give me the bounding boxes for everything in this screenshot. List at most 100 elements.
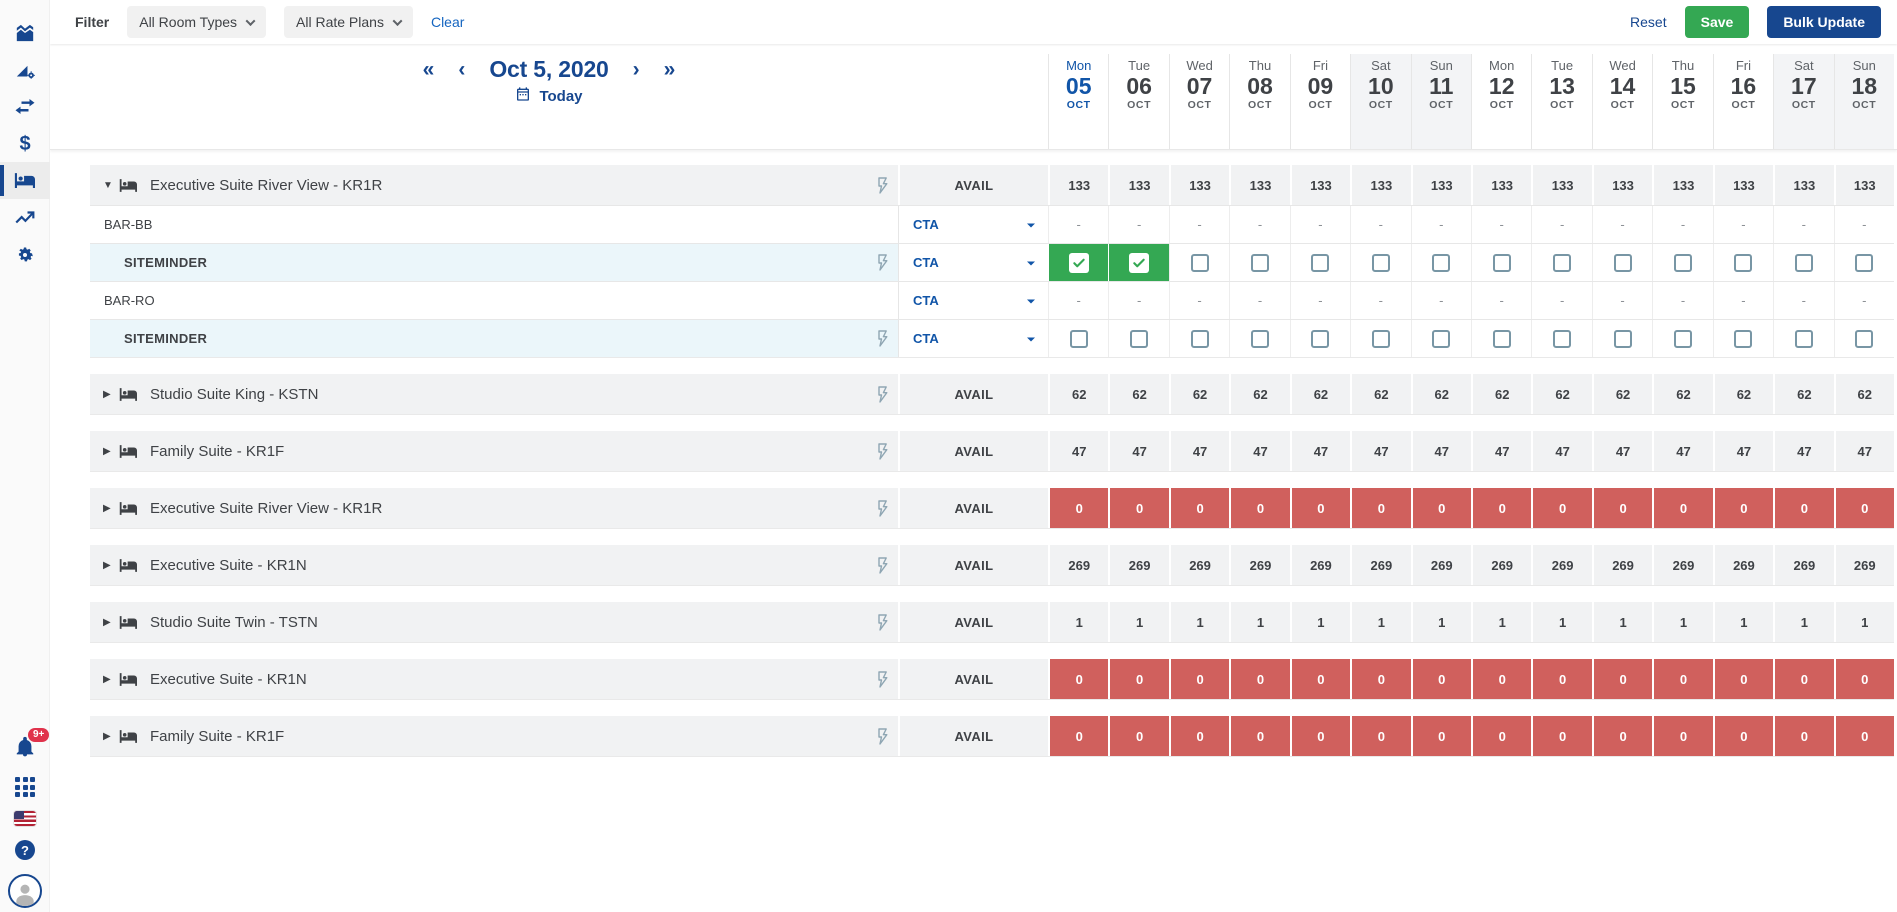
expand-caret-icon[interactable]: ▶ [103, 616, 111, 628]
help-icon[interactable]: ? [15, 840, 35, 860]
availability-checkbox[interactable] [1855, 253, 1874, 272]
availability-checkbox[interactable] [1794, 253, 1813, 272]
rooms-inventory-icon[interactable] [0, 162, 50, 199]
availability-checkbox[interactable] [1371, 253, 1390, 272]
availability-cell [1108, 320, 1168, 357]
avail-value-cell: 269 [1773, 545, 1833, 585]
availability-checkbox[interactable] [1855, 329, 1874, 348]
availability-checkbox[interactable] [1129, 252, 1150, 273]
today-button[interactable]: Today [515, 86, 583, 107]
room-row[interactable]: ▶ Executive Suite - KR1N AVAIL 269 269 269 269… [90, 545, 1894, 585]
avail-value-cell: 0 [1833, 659, 1894, 699]
lightning-icon[interactable] [876, 670, 889, 688]
save-button[interactable]: Save [1684, 6, 1750, 38]
day-number: 08 [1247, 73, 1273, 99]
availability-checkbox[interactable] [1613, 253, 1632, 272]
expand-caret-icon[interactable]: ▶ [103, 502, 111, 514]
availability-checkbox[interactable] [1371, 329, 1390, 348]
room-row[interactable]: ▶ Family Suite - KR1F AVAIL 0 0 0 0 0 0 0 0 0 0 0 0 0 0 [90, 716, 1894, 756]
room-row[interactable]: ▶ Executive Suite - KR1N AVAIL 0 0 0 0 0 0 0 0 0 0 0 0… [90, 659, 1894, 699]
room-row[interactable]: ▶ Executive Suite River View - KR1R AVAIL 0… [90, 488, 1894, 528]
availability-checkbox[interactable] [1068, 252, 1089, 273]
settings-gear-icon[interactable] [0, 236, 50, 273]
availability-checkbox[interactable] [1250, 253, 1269, 272]
expand-caret-icon[interactable]: ▶ [103, 673, 111, 685]
clear-filters-link[interactable]: Clear [430, 14, 465, 30]
expand-caret-icon[interactable]: ▶ [103, 388, 111, 400]
rate-plan-name-cell: BAR-RO [90, 282, 898, 319]
availability-checkbox[interactable] [1130, 329, 1149, 348]
forecast-settings-icon[interactable] [0, 51, 50, 88]
restriction-select-cell: CTA [898, 320, 1048, 357]
day-month: OCT [1791, 99, 1816, 112]
bulk-update-button[interactable]: Bulk Update [1767, 6, 1881, 38]
availability-checkbox[interactable] [1734, 329, 1753, 348]
availability-checkbox[interactable] [1311, 253, 1330, 272]
room-row[interactable]: ▼ Executive Suite River View - KR1R AVAIL 1… [90, 165, 1894, 205]
notifications-bell-icon[interactable]: 9+ [14, 728, 50, 763]
availability-checkbox[interactable] [1069, 329, 1088, 348]
first-page-arrow[interactable]: « [422, 58, 435, 81]
expand-caret-icon[interactable]: ▶ [103, 559, 111, 571]
swap-arrows-icon[interactable] [0, 88, 50, 125]
availability-checkbox[interactable] [1492, 253, 1511, 272]
availability-checkbox[interactable] [1432, 253, 1451, 272]
availability-checkbox[interactable] [1190, 253, 1209, 272]
availability-checkbox[interactable] [1250, 329, 1269, 348]
avail-value-cell: 47 [1591, 431, 1652, 471]
availability-checkbox[interactable] [1492, 329, 1511, 348]
lightning-icon[interactable] [876, 385, 889, 403]
restriction-cell: - [1410, 282, 1471, 319]
language-flag-icon[interactable] [14, 811, 36, 826]
expand-caret-icon[interactable]: ▶ [103, 730, 111, 742]
cta-select[interactable]: CTA [899, 293, 1048, 308]
lightning-icon[interactable] [876, 176, 889, 194]
room-row[interactable]: ▶ Studio Suite King - KSTN AVAIL 62 62 62 62 62… [90, 374, 1894, 414]
availability-checkbox[interactable] [1673, 253, 1692, 272]
availability-checkbox[interactable] [1553, 329, 1572, 348]
availability-checkbox[interactable] [1190, 329, 1209, 348]
pricing-dollar-icon[interactable]: $ [0, 125, 50, 162]
room-types-select[interactable]: All Room Types [127, 6, 267, 38]
availability-checkbox[interactable] [1734, 253, 1753, 272]
user-avatar[interactable] [8, 874, 42, 908]
prev-arrow[interactable]: ‹ [458, 58, 466, 81]
lightning-icon[interactable] [876, 330, 889, 347]
reset-button[interactable]: Reset [1630, 14, 1667, 30]
avail-value-cell: 1 [1652, 602, 1712, 642]
availability-checkbox[interactable] [1613, 329, 1632, 348]
lightning-icon[interactable] [876, 613, 889, 631]
cta-select[interactable]: CTA [899, 217, 1048, 232]
room-group: ▶ Executive Suite - KR1N AVAIL 0 0 0 0 0 0 0 0 0 0 0 0… [90, 659, 1894, 700]
avail-value-cell: 0 [1289, 659, 1351, 699]
expand-caret-icon[interactable]: ▶ [103, 445, 111, 457]
rate-plans-select[interactable]: All Rate Plans [284, 6, 413, 38]
availability-checkbox[interactable] [1553, 253, 1572, 272]
lightning-icon[interactable] [876, 499, 889, 517]
expand-caret-icon[interactable]: ▼ [103, 179, 113, 191]
apps-grid-icon[interactable] [15, 777, 35, 797]
avail-value-cell: 269 [1289, 545, 1350, 585]
room-row[interactable]: ▶ Studio Suite Twin - TSTN AVAIL 1 1 1 1 1 1 1 1 1 1… [90, 602, 1894, 642]
lightning-icon[interactable] [876, 556, 889, 574]
restriction-select-cell: CTA [898, 206, 1048, 243]
lightning-icon[interactable] [876, 727, 889, 745]
cta-select[interactable]: CTA [899, 255, 1048, 270]
last-page-arrow[interactable]: » [663, 58, 676, 81]
next-arrow[interactable]: › [632, 58, 640, 81]
current-date[interactable]: Oct 5, 2020 [489, 56, 609, 82]
analytics-chart-icon[interactable] [0, 14, 50, 51]
restriction-cell: - [1350, 282, 1410, 319]
availability-checkbox[interactable] [1311, 329, 1330, 348]
lightning-icon[interactable] [876, 442, 889, 460]
trends-icon[interactable] [0, 199, 50, 236]
availability-checkbox[interactable] [1673, 329, 1692, 348]
room-row[interactable]: ▶ Family Suite - KR1F AVAIL 47 47 47 47 47 47 47 4… [90, 431, 1894, 471]
room-group: ▶ Family Suite - KR1F AVAIL 0 0 0 0 0 0 0 0 0 0 0 0 0 0 [90, 716, 1894, 757]
lightning-icon[interactable] [876, 254, 889, 271]
availability-checkbox[interactable] [1432, 329, 1451, 348]
availability-checkbox[interactable] [1794, 329, 1813, 348]
avail-value-cell: 0 [1048, 716, 1109, 756]
cta-select[interactable]: CTA [899, 331, 1048, 346]
day-of-week: Thu [1671, 58, 1695, 73]
